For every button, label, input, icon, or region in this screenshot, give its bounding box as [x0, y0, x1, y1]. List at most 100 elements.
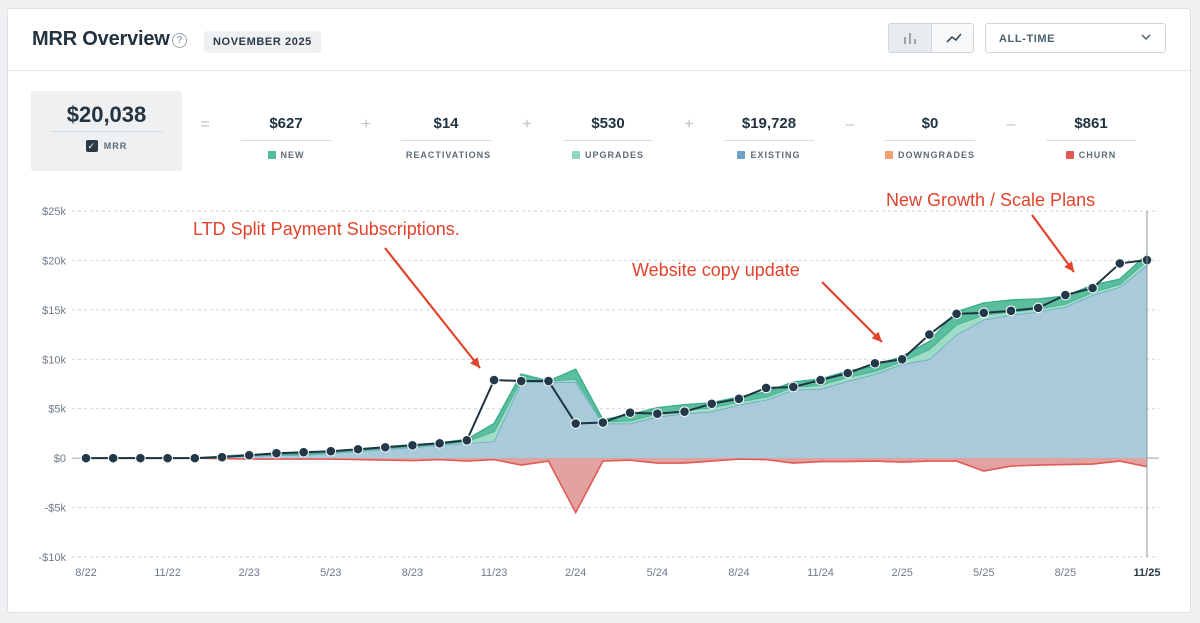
mrr-point: [624, 407, 636, 418]
metric-divider: [563, 140, 653, 141]
line-chart-view-button[interactable]: [932, 24, 973, 52]
annotation-label: New Growth / Scale Plans: [886, 190, 1095, 210]
mrr-point: [407, 439, 418, 451]
metric-label: UPGRADES: [584, 150, 644, 160]
mrr-point: [434, 438, 445, 449]
annotation-arrowhead: [470, 357, 480, 368]
mrr-checkbox[interactable]: ✓: [85, 140, 98, 152]
mrr-point: [1087, 282, 1098, 294]
mrr-point: [298, 446, 309, 458]
metric-existing[interactable]: $19,728 EXISTING: [724, 115, 814, 160]
churn-line: [86, 457, 1148, 515]
mrr-point: [788, 381, 799, 393]
mrr-point: [271, 447, 282, 459]
mrr-point: [869, 357, 881, 369]
mrr-point: [760, 382, 772, 394]
metric-legend: NEW: [241, 150, 331, 160]
mrr-point: [379, 441, 391, 453]
metric-upgrades[interactable]: $530 UPGRADES: [563, 115, 653, 160]
mrr-point: [924, 329, 935, 340]
x-tick-label: 5/23: [320, 567, 341, 579]
mrr-point: [352, 443, 364, 455]
mrr-point: [951, 308, 962, 320]
metric-legend: DOWNGRADES: [885, 150, 975, 160]
metric-label: REACTIVATIONS: [405, 150, 492, 160]
mrr-point: [243, 449, 255, 461]
y-tick-label: $25k: [42, 206, 66, 218]
annotation-arrow: [384, 247, 481, 369]
x-tick-label: 11/24: [807, 567, 834, 579]
metric-divider: [1046, 140, 1136, 141]
area-churn: [86, 458, 1147, 513]
date-range-value: ALL-TIME: [999, 33, 1056, 45]
mrr-total-value: $20,038: [66, 102, 147, 127]
metric-legend: EXISTING: [724, 150, 814, 160]
date-badge: NOVEMBER 2025: [204, 31, 321, 53]
mrr-point: [216, 451, 228, 463]
mrr-divider: [51, 131, 162, 132]
x-tick-label: 8/24: [728, 567, 749, 579]
annotation-arrow: [1031, 214, 1075, 273]
x-tick-label: 2/24: [565, 567, 586, 579]
y-tick-label: -$5k: [45, 503, 67, 515]
metric-reactivations[interactable]: $14 REACTIVATIONS: [401, 115, 491, 160]
metric-value: $861: [1074, 115, 1108, 132]
metric-label: CHURN: [1078, 150, 1117, 160]
legend-swatch: [737, 151, 746, 159]
mrr-point: [733, 393, 745, 405]
metric-new[interactable]: $627 NEW: [241, 115, 331, 160]
x-tick-label: 2/23: [239, 567, 260, 579]
mrr-point: [162, 452, 173, 464]
annotation-arrow: [821, 281, 883, 343]
mrr-total-box: $20,038 ✓ MRR: [31, 91, 182, 171]
metric-divider: [241, 140, 331, 141]
metric-value: $14: [433, 115, 459, 132]
mrr-point: [189, 452, 201, 464]
metric-churn[interactable]: $861 CHURN: [1046, 115, 1136, 160]
metric-divider: [885, 140, 975, 141]
metric-label: NEW: [280, 150, 305, 160]
mrr-point: [679, 406, 690, 417]
x-tick-label: 11/23: [481, 567, 508, 579]
mrr-point: [515, 375, 527, 387]
metric-legend: REACTIVATIONS: [401, 150, 491, 160]
line-chart-icon: [945, 33, 962, 43]
legend-swatch: [1065, 151, 1074, 159]
chevron-down-icon: [1141, 34, 1151, 41]
mrr-toggle[interactable]: ✓ MRR: [31, 140, 182, 152]
mrr-point: [107, 452, 119, 464]
y-tick-label: $0: [54, 453, 66, 465]
equals-operator: =: [200, 116, 210, 133]
x-tick-label: 8/22: [75, 567, 96, 579]
mrr-point: [597, 417, 609, 428]
metric-value: $530: [591, 115, 625, 132]
mrr-point: [570, 418, 581, 429]
x-tick-label: 5/24: [647, 567, 668, 579]
y-tick-label: -$10k: [38, 552, 66, 564]
mrr-point: [1060, 289, 1071, 301]
x-tick-label: 2/25: [891, 567, 912, 579]
help-icon[interactable]: ?: [172, 33, 187, 48]
metric-label: DOWNGRADES: [898, 150, 975, 160]
metric-downgrades[interactable]: $0 DOWNGRADES: [885, 115, 975, 160]
bar-chart-icon: [904, 33, 916, 44]
date-range-select[interactable]: ALL-TIME: [985, 23, 1166, 53]
x-tick-label: 5/25: [973, 567, 994, 579]
plus-operator: +: [684, 116, 694, 133]
legend-swatch: [267, 151, 276, 159]
legend-swatch: [885, 151, 893, 159]
mrr-point: [1114, 258, 1126, 269]
x-tick-label: 11/25: [1134, 567, 1161, 579]
annotation-label: LTD Split Payment Subscriptions.: [193, 219, 460, 239]
mrr-point: [543, 375, 554, 387]
mrr-point: [706, 398, 718, 410]
y-tick-label: $20k: [42, 255, 66, 267]
mrr-point: [815, 374, 826, 386]
plus-operator: +: [361, 116, 371, 133]
metric-label: EXISTING: [750, 150, 801, 160]
bar-chart-view-button[interactable]: [889, 24, 932, 52]
y-tick-label: $15k: [42, 305, 66, 317]
metric-divider: [401, 140, 491, 141]
metric-divider: [724, 140, 814, 141]
mrr-point: [135, 452, 146, 464]
